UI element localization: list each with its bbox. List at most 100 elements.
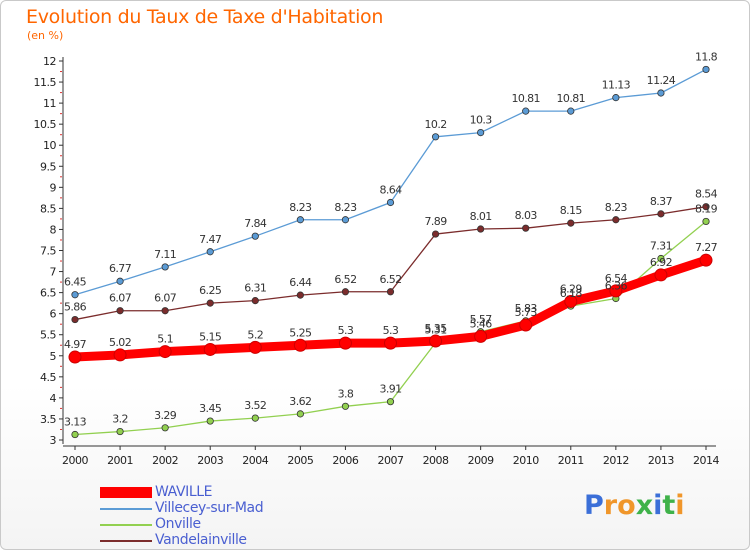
data-label-vandelainville: 8.15 <box>560 204 583 217</box>
data-label-onville: 3.62 <box>289 395 311 408</box>
data-point-vandelainville <box>251 297 259 305</box>
data-label-villecey-sur-mad: 8.23 <box>334 201 357 214</box>
data-label-onville: 3.2 <box>112 413 128 426</box>
data-label-vandelainville: 6.31 <box>244 282 266 295</box>
y-tick-label: 5 <box>50 350 57 363</box>
data-label-vandelainville: 6.52 <box>379 273 401 286</box>
data-point-waville <box>158 345 172 359</box>
legend-label-villecey: Villecey-sur-Mad <box>155 500 264 516</box>
data-point-vandelainville <box>612 216 620 224</box>
data-label-villecey-sur-mad: 8.23 <box>289 201 312 214</box>
data-label-waville: 6.29 <box>560 282 583 295</box>
data-label-waville: 5.25 <box>289 326 312 339</box>
y-tick-label: 8 <box>50 223 57 236</box>
data-point-onville <box>206 417 214 425</box>
data-point-villecey-sur-mad <box>386 198 395 207</box>
data-point-onville <box>341 402 350 410</box>
data-point-villecey-sur-mad <box>657 89 665 97</box>
data-point-onville <box>116 427 124 436</box>
data-point-villecey-sur-mad <box>477 128 485 137</box>
data-label-villecey-sur-mad: 10.81 <box>511 92 540 105</box>
x-tick-label: 2012 <box>603 454 629 467</box>
data-label-waville: 5.15 <box>199 330 222 343</box>
data-label-vandelainville: 8.23 <box>605 201 628 214</box>
data-point-villecey-sur-mad <box>251 232 259 240</box>
logo-letter: i <box>653 490 663 521</box>
data-point-vandelainville <box>206 299 214 307</box>
data-label-onville: 5.57 <box>470 313 493 326</box>
y-tick-label: 3 <box>50 434 57 447</box>
data-point-onville <box>657 254 665 263</box>
data-label-onville: 3.8 <box>338 387 354 400</box>
data-label-waville: 5.1 <box>157 333 173 346</box>
data-label-waville: 5.35 <box>425 322 448 335</box>
data-point-vandelainville <box>386 288 395 296</box>
legend-swatch-onville <box>100 524 152 526</box>
x-tick-label: 2010 <box>513 454 539 467</box>
data-label-onville: 3.91 <box>379 383 401 396</box>
data-label-villecey-sur-mad: 11.24 <box>647 74 676 87</box>
data-point-waville <box>293 338 307 352</box>
logo-letter: i <box>675 490 685 521</box>
data-point-waville <box>203 342 217 356</box>
data-point-waville <box>654 268 668 282</box>
data-point-onville <box>386 398 395 406</box>
data-point-waville <box>474 329 488 343</box>
data-point-villecey-sur-mad <box>431 133 440 141</box>
logo-letter: P <box>584 490 604 521</box>
data-label-onville: 6.18 <box>560 287 583 300</box>
data-point-waville <box>564 294 578 308</box>
data-point-waville <box>248 340 262 354</box>
data-point-waville <box>338 336 352 350</box>
data-label-vandelainville: 8.54 <box>695 188 718 201</box>
x-tick-label: 2011 <box>558 454 584 467</box>
logo-letter: o <box>617 490 636 521</box>
data-label-onville: 6.36 <box>605 280 628 293</box>
data-label-waville: 6.92 <box>650 256 672 269</box>
y-tick-label: 11.5 <box>34 76 57 89</box>
data-label-waville: 5.73 <box>515 306 538 319</box>
data-label-vandelainville: 6.52 <box>334 273 356 286</box>
data-label-villecey-sur-mad: 10.2 <box>425 118 447 131</box>
x-tick-label: 2006 <box>332 454 358 467</box>
data-point-waville <box>699 253 713 267</box>
data-point-vandelainville <box>341 288 350 296</box>
data-point-waville <box>384 336 397 350</box>
data-label-waville: 7.27 <box>695 241 718 254</box>
x-tick-label: 2007 <box>378 454 404 467</box>
x-tick-label: 2008 <box>423 454 449 467</box>
data-point-vandelainville <box>431 230 440 238</box>
data-point-villecey-sur-mad <box>206 248 214 256</box>
y-tick-label: 8.5 <box>40 202 56 215</box>
data-point-waville <box>68 350 82 364</box>
data-label-waville: 4.97 <box>64 338 87 351</box>
data-point-onville <box>296 410 304 418</box>
x-tick-label: 2004 <box>242 454 268 467</box>
y-tick-label: 4.5 <box>40 371 56 384</box>
y-tick-label: 11 <box>43 97 56 110</box>
data-point-vandelainville <box>657 210 665 218</box>
data-point-vandelainville <box>567 219 575 227</box>
data-label-waville: 6.54 <box>605 272 628 285</box>
y-tick-label: 6.5 <box>40 287 56 300</box>
data-point-vandelainville <box>477 225 485 233</box>
data-label-waville: 5.46 <box>470 317 493 330</box>
data-label-onville: 3.29 <box>154 409 177 422</box>
data-label-villecey-sur-mad: 8.64 <box>379 183 402 196</box>
data-label-villecey-sur-mad: 10.81 <box>557 92 586 105</box>
x-tick-label: 2003 <box>197 454 223 467</box>
data-point-villecey-sur-mad <box>71 291 79 299</box>
y-tick-label: 7 <box>50 266 57 279</box>
data-label-onville: 5.31 <box>425 324 447 337</box>
logo-letter: r <box>603 490 618 521</box>
data-point-villecey-sur-mad <box>161 263 169 271</box>
y-tick-label: 6 <box>50 308 57 321</box>
data-label-villecey-sur-mad: 6.77 <box>109 262 132 275</box>
x-tick-label: 2005 <box>287 454 313 467</box>
chart-axes: 3 3.5 4 4.5 5 5.5 6 6.5 7 7.5 8 8.5 9 9.5 10 10.5 11 11.5… <box>34 55 720 467</box>
y-tick-label: 10 <box>43 139 56 152</box>
legend-swatch-villecey <box>100 508 152 510</box>
y-tick-label: 3.5 <box>40 413 56 426</box>
legend-label-onville: Onville <box>155 516 201 532</box>
data-label-waville: 5.3 <box>383 324 399 337</box>
